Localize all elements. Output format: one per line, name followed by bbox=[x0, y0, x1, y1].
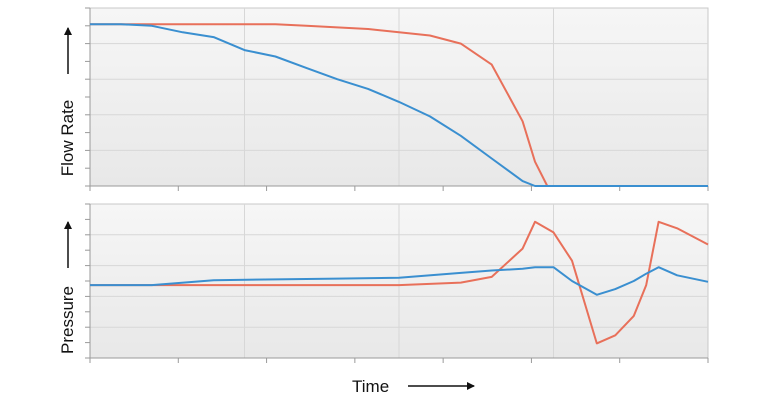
pressure-series-line-2 bbox=[90, 266, 709, 296]
time-axis-label: Time bbox=[352, 377, 389, 396]
flow-series-line-2 bbox=[90, 23, 708, 187]
flow-rate-panel bbox=[85, 7, 709, 191]
pressure-series-line-1 bbox=[90, 220, 709, 345]
flow-rate-axis-label: Flow Rate bbox=[58, 100, 77, 177]
pressure-panel bbox=[85, 203, 709, 363]
pressure-axis-label: Pressure bbox=[58, 286, 77, 354]
